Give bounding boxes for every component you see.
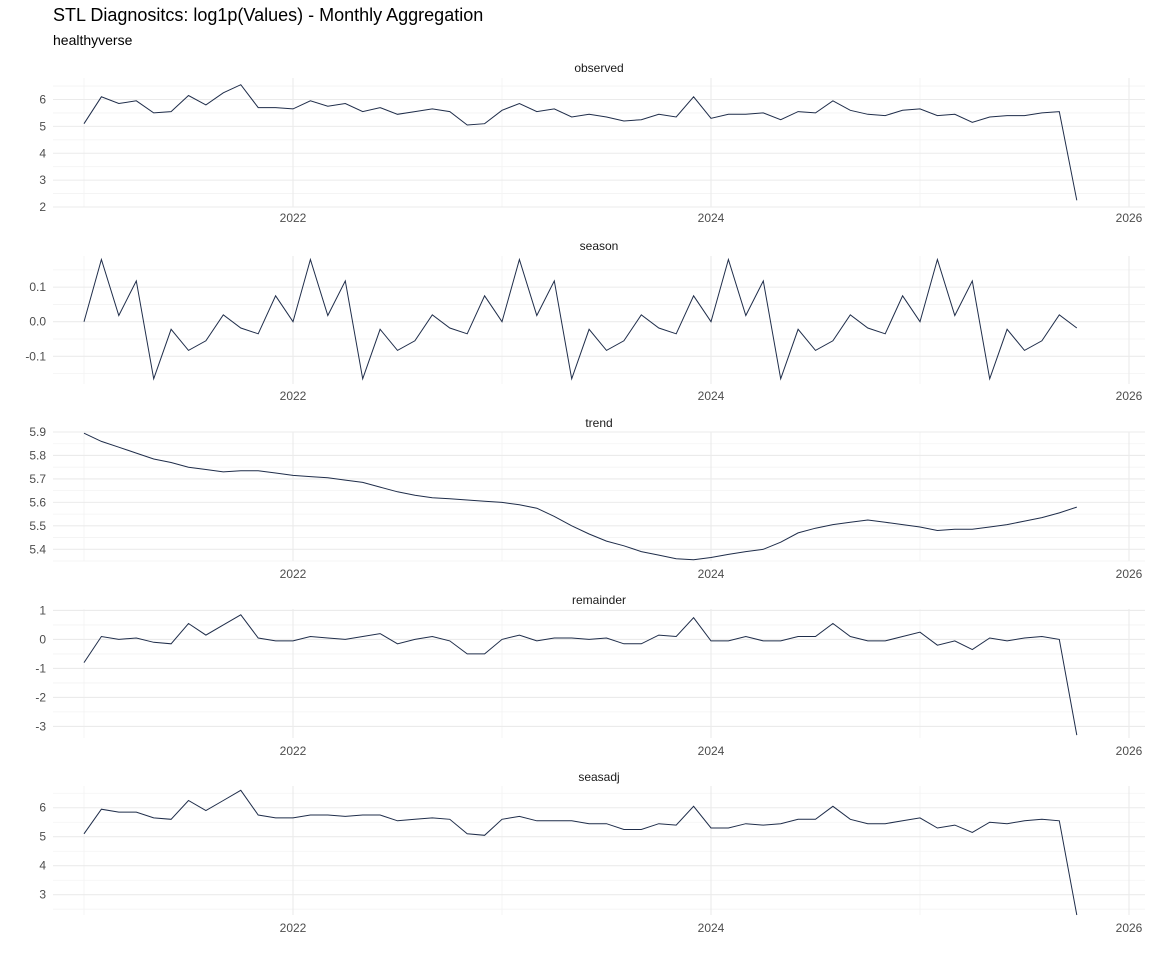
observed-y-tick-label: 2 — [39, 200, 46, 214]
observed-panel-label: observed — [574, 61, 623, 75]
remainder-y-tick-label: -3 — [35, 719, 46, 733]
trend-series-line — [83, 432, 1077, 561]
seasadj-y-tick-label: 5 — [39, 830, 46, 844]
seasadj-series-line — [83, 789, 1078, 916]
season-x-tick-label: 2022 — [280, 389, 307, 403]
trend-y-tick-label: 5.7 — [29, 472, 46, 486]
trend-x-tick-label: 2024 — [698, 567, 725, 581]
observed-y-tick-label: 4 — [39, 146, 46, 160]
remainder-series-line — [83, 614, 1078, 736]
season-panel-label: season — [580, 239, 619, 253]
observed-series-line — [83, 84, 1078, 201]
remainder-y-tick-label: 0 — [39, 632, 46, 646]
trend-y-tick-label: 5.9 — [29, 425, 46, 439]
observed-y-tick-label: 6 — [39, 93, 46, 107]
season-series-line — [83, 257, 1078, 381]
season-x-tick-label: 2026 — [1116, 389, 1143, 403]
observed-y-tick-label: 3 — [39, 173, 46, 187]
observed-x-tick-label: 2024 — [698, 211, 725, 225]
seasadj-y-tick-label: 4 — [39, 859, 46, 873]
season-y-tick-label: -0.1 — [25, 349, 46, 363]
observed-x-tick-label: 2022 — [280, 211, 307, 225]
season-y-tick-label: 0.1 — [29, 280, 46, 294]
observed-x-tick-label: 2026 — [1116, 211, 1143, 225]
trend-y-tick-label: 5.5 — [29, 519, 46, 533]
remainder-x-tick-label: 2022 — [280, 744, 307, 758]
remainder-y-tick-label: -2 — [35, 690, 46, 704]
seasadj-x-tick-label: 2026 — [1116, 921, 1143, 935]
season-y-tick-label: 0.0 — [29, 315, 46, 329]
remainder-x-tick-label: 2026 — [1116, 744, 1143, 758]
remainder-x-tick-label: 2024 — [698, 744, 725, 758]
observed-y-tick-label: 5 — [39, 119, 46, 133]
seasadj-x-tick-label: 2024 — [698, 921, 725, 935]
seasadj-y-tick-label: 6 — [39, 801, 46, 815]
remainder-y-tick-label: 1 — [39, 603, 46, 617]
trend-y-tick-label: 5.6 — [29, 495, 46, 509]
remainder-panel-label: remainder — [572, 593, 626, 607]
season-x-tick-label: 2024 — [698, 389, 725, 403]
seasadj-y-tick-label: 3 — [39, 888, 46, 902]
trend-panel-label: trend — [585, 416, 612, 430]
chart-subtitle: healthyverse — [53, 32, 133, 48]
trend-y-tick-label: 5.8 — [29, 448, 46, 462]
trend-y-tick-label: 5.4 — [29, 542, 46, 556]
chart-title: STL Diagnositcs: log1p(Values) - Monthly… — [53, 5, 484, 25]
remainder-y-tick-label: -1 — [35, 661, 46, 675]
seasadj-x-tick-label: 2022 — [280, 921, 307, 935]
trend-x-tick-label: 2022 — [280, 567, 307, 581]
trend-x-tick-label: 2026 — [1116, 567, 1143, 581]
seasadj-panel-label: seasadj — [578, 770, 619, 784]
